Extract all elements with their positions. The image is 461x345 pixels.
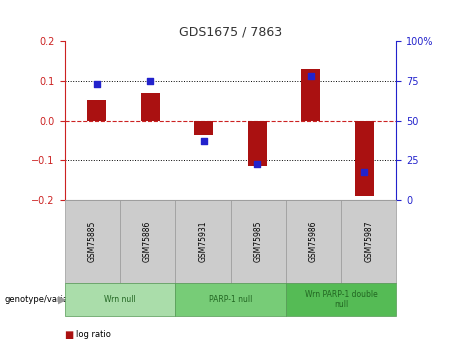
Bar — [355, 121, 374, 196]
Text: GSM75886: GSM75886 — [143, 221, 152, 262]
Text: GSM75987: GSM75987 — [364, 221, 373, 262]
Text: GSM75985: GSM75985 — [254, 221, 263, 262]
Text: ■: ■ — [65, 330, 74, 339]
Text: GSM75986: GSM75986 — [309, 221, 318, 262]
Text: genotype/variation: genotype/variation — [5, 295, 85, 304]
Point — [361, 169, 368, 174]
Text: GSM75885: GSM75885 — [88, 221, 97, 262]
Text: PARP-1 null: PARP-1 null — [209, 295, 252, 304]
Point — [254, 161, 261, 166]
Point — [307, 73, 314, 79]
Point — [200, 139, 207, 144]
Bar — [141, 93, 160, 121]
Text: Wrn null: Wrn null — [104, 295, 136, 304]
Text: Wrn PARP-1 double
null: Wrn PARP-1 double null — [305, 289, 378, 309]
Text: ▶: ▶ — [58, 294, 66, 304]
Bar — [87, 100, 106, 121]
Text: GSM75931: GSM75931 — [198, 221, 207, 262]
Bar — [195, 121, 213, 135]
Bar — [301, 69, 320, 121]
Point — [93, 81, 100, 87]
Text: log ratio: log ratio — [76, 330, 111, 339]
Title: GDS1675 / 7863: GDS1675 / 7863 — [179, 26, 282, 39]
Bar — [248, 121, 266, 166]
Point — [147, 78, 154, 84]
